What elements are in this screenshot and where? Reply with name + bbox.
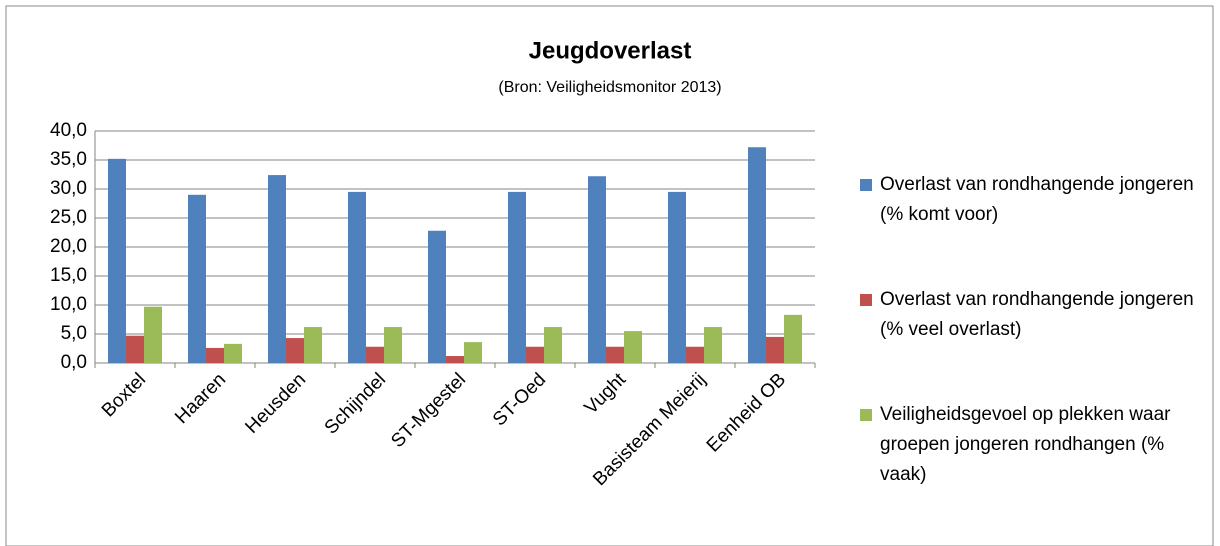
bar bbox=[108, 158, 126, 363]
chart-subtitle: (Bron: Veiligheidsmonitor 2013) bbox=[498, 79, 721, 96]
bar bbox=[588, 176, 606, 363]
bar bbox=[126, 335, 144, 363]
bar bbox=[304, 327, 322, 363]
x-tick-label: ST-Oed bbox=[489, 369, 550, 430]
bar bbox=[144, 306, 162, 363]
x-tick-label: Schijndel bbox=[321, 369, 390, 438]
bar bbox=[748, 147, 766, 363]
x-tick-label: ST-Mgestel bbox=[387, 369, 470, 452]
bar bbox=[268, 175, 286, 363]
bar bbox=[428, 230, 446, 363]
bar bbox=[464, 342, 482, 363]
y-tick-label: 35,0 bbox=[50, 149, 87, 170]
bar bbox=[606, 346, 624, 363]
bar bbox=[704, 327, 722, 363]
legend-swatch bbox=[860, 294, 872, 306]
bar bbox=[544, 327, 562, 363]
y-tick-label: 15,0 bbox=[50, 265, 87, 286]
y-tick-label: 5,0 bbox=[61, 323, 87, 344]
bar bbox=[384, 327, 402, 363]
x-tick-label: Boxtel bbox=[98, 369, 150, 421]
bar bbox=[286, 338, 304, 363]
bar bbox=[348, 191, 366, 363]
x-tick-label: Heusden bbox=[241, 369, 310, 438]
bar bbox=[686, 346, 704, 363]
y-tick-label: 0,0 bbox=[61, 352, 87, 373]
x-tick-label: Vught bbox=[581, 369, 631, 419]
legend-swatch bbox=[860, 409, 872, 421]
y-tick-label: 10,0 bbox=[50, 294, 87, 315]
bar bbox=[188, 194, 206, 363]
bar bbox=[766, 336, 784, 363]
y-tick-label: 25,0 bbox=[50, 207, 87, 228]
y-tick-label: 40,0 bbox=[50, 120, 87, 141]
bar bbox=[508, 191, 526, 363]
legend-label: Overlast van rondhangende jongeren (% ko… bbox=[880, 174, 1194, 225]
y-tick-label: 30,0 bbox=[50, 178, 87, 199]
bar bbox=[624, 331, 642, 363]
x-tick-label: Eenheid OB bbox=[703, 369, 790, 456]
bar bbox=[366, 346, 384, 363]
y-tick-label: 20,0 bbox=[50, 236, 87, 257]
chart-border bbox=[5, 5, 1214, 546]
chart-title: Jeugdoverlast bbox=[529, 37, 692, 64]
bar bbox=[668, 191, 686, 363]
bar bbox=[526, 346, 544, 363]
legend-label: Overlast van rondhangende jongeren (% ve… bbox=[880, 289, 1194, 340]
bar bbox=[784, 314, 802, 363]
bar bbox=[206, 347, 224, 363]
x-tick-label: Haaren bbox=[171, 369, 230, 428]
bar bbox=[446, 356, 464, 363]
legend-swatch bbox=[860, 179, 872, 191]
bar bbox=[224, 343, 242, 363]
legend-label: Veiligheidsgevoel op plekken waar groepe… bbox=[880, 404, 1171, 485]
